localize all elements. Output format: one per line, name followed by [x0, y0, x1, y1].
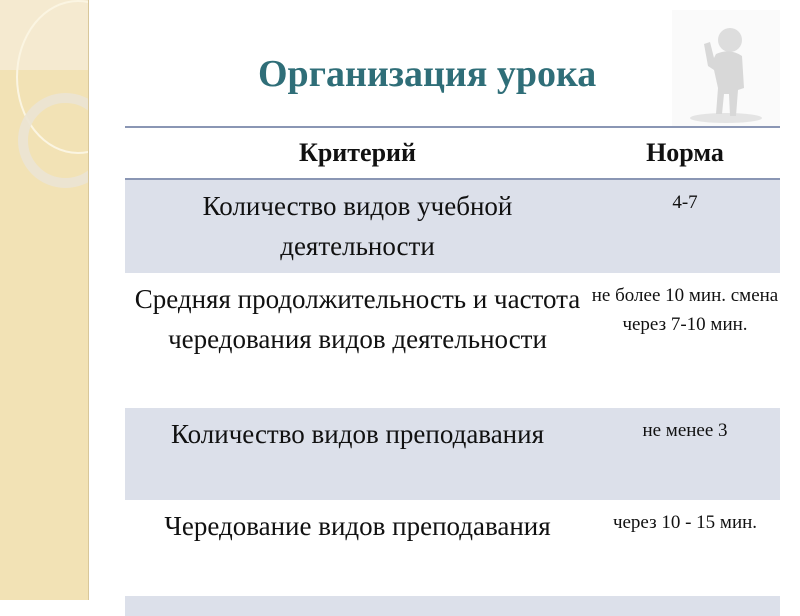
- criterion-cell: Средняя продолжительность и частота чере…: [134, 284, 581, 354]
- criterion-cell: Количество видов преподавания: [170, 419, 545, 449]
- norm-cell: не менее 3: [642, 420, 728, 441]
- table-row: Количество видов учебной деятельности 4-…: [125, 180, 780, 273]
- norm-cell: через 10 - 15 мин.: [612, 512, 758, 533]
- table-row: Средняя продолжительность и частота чере…: [125, 273, 780, 408]
- slide-title: Организация урока: [258, 53, 597, 95]
- table-row: Количество видов преподавания не менее 3: [125, 408, 780, 500]
- table-header: Критерий Норма: [125, 128, 780, 180]
- header-criterion: Критерий: [298, 138, 417, 167]
- criteria-table: Критерий Норма Количество видов учебной …: [125, 126, 780, 616]
- table-row-partial: [125, 596, 780, 616]
- criterion-cell: Чередование видов преподавания: [164, 511, 551, 541]
- header-norm: Норма: [646, 138, 724, 167]
- thumbs-up-figure-icon: [672, 10, 780, 126]
- norm-cell: 4-7: [672, 192, 698, 213]
- criterion-cell: Количество видов учебной деятельности: [202, 191, 513, 261]
- table-row: Чередование видов преподавания через 10 …: [125, 500, 780, 596]
- decorative-sidebar: [0, 0, 89, 600]
- norm-cell: не более 10 мин. смена через 7-10 мин.: [591, 285, 779, 335]
